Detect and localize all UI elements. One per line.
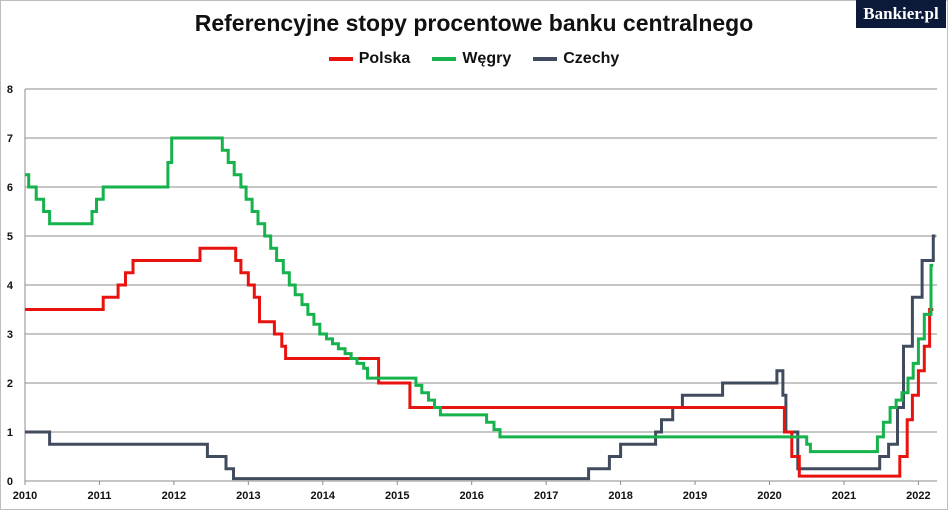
legend-item-polska: Polska [328,50,411,68]
axes [24,89,937,485]
legend-label-czechy: Czechy [563,50,620,67]
x-tick-label-2010: 2010 [13,490,37,502]
y-tick-label-6: 6 [7,182,13,194]
legend-swatch-wegry [432,57,457,61]
x-tick-label-2021: 2021 [832,490,856,502]
series-lines [25,136,936,481]
x-tick-label-2014: 2014 [311,490,336,502]
x-tick-label-2020: 2020 [757,490,781,502]
x-tick-label-2017: 2017 [534,490,558,502]
legend-swatch-czechy [533,57,558,61]
y-tick-label-2: 2 [7,378,13,390]
y-tick-label-7: 7 [7,133,13,145]
series-line-wegry [25,136,934,454]
legend-label-wegry: Węgry [462,50,512,67]
x-tick-label-2016: 2016 [459,490,483,502]
chart-legend: Polska Węgry Czechy [0,50,948,68]
x-tick-label-2019: 2019 [683,490,707,502]
x-tick-label-2011: 2011 [88,490,112,502]
legend-item-wegry: Węgry [432,50,511,68]
legend-label-polska: Polska [358,50,411,67]
y-tick-label-8: 8 [7,84,13,96]
brand-logo: Bankier.pl [856,0,946,28]
y-tick-label-4: 4 [7,280,14,292]
x-tick-label-2015: 2015 [385,490,409,502]
y-tick-label-0: 0 [7,476,13,488]
y-tick-label-3: 3 [7,329,13,341]
series-line-polska [25,246,934,478]
legend-item-czechy: Czechy [533,50,619,68]
x-tick-label-2018: 2018 [608,490,632,502]
chart-title: Referencyjne stopy procentowe banku cent… [194,10,754,36]
series-line-czechy [25,234,936,481]
x-tick-label-2013: 2013 [236,490,260,502]
y-tick-label-5: 5 [7,231,13,243]
x-tick-label-2022: 2022 [906,490,930,502]
tick-labels: 0 1 2 3 4 5 6 7 8 2010 2011 2012 2013 2014 2015 2016 201… [7,84,931,502]
x-tick-label-2012: 2012 [162,490,186,502]
legend-swatch-polska [328,57,353,61]
y-tick-label-1: 1 [7,427,13,439]
